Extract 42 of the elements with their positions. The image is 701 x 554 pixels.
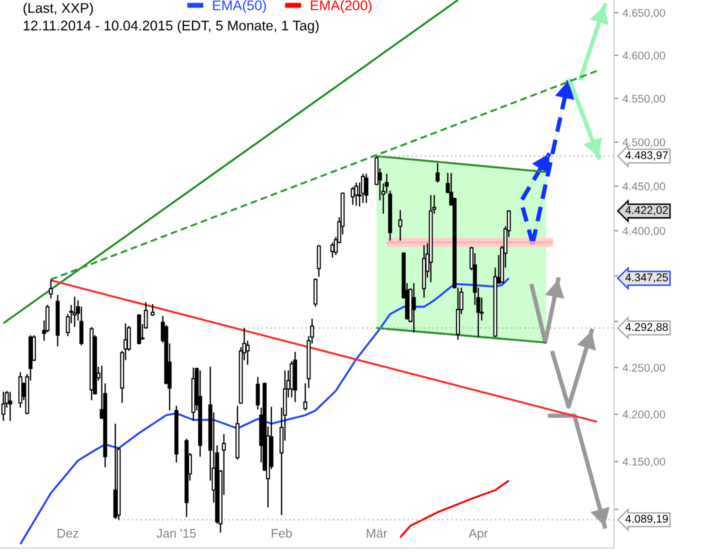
x-tick-label: Apr xyxy=(468,529,488,540)
legend-label: EMA(200) xyxy=(310,0,372,14)
y-tick-label: 4.250,00 xyxy=(622,364,666,374)
y-tick-label: 4.200,00 xyxy=(622,410,666,420)
line-series xyxy=(399,480,510,538)
chart-title: (Last, XXP) xyxy=(24,2,93,16)
candlestick xyxy=(398,210,402,242)
text: 4.347,25 xyxy=(625,273,668,283)
x-tick-label: Feb xyxy=(272,528,292,538)
data-label: 4.483,97 xyxy=(625,151,668,160)
data-label: 4.292,88 xyxy=(625,323,668,332)
y-tick-label: 4.500,00 xyxy=(622,138,666,148)
candlestick xyxy=(72,296,77,328)
candlestick xyxy=(256,376,260,410)
candlestick xyxy=(1,391,6,422)
candlestick xyxy=(316,244,321,278)
line-series xyxy=(19,277,510,546)
y-tick-label: 4.400,00 xyxy=(622,226,666,236)
candlestick xyxy=(246,340,250,366)
candlestick xyxy=(303,382,308,412)
text: 4.422,02 xyxy=(625,206,668,216)
legend-label: EMA(50) xyxy=(213,0,266,14)
candlestick xyxy=(48,278,53,300)
candlestick xyxy=(8,391,12,422)
data-label: 4.089,19 xyxy=(625,514,668,524)
y-tick-label: 4.650,00 xyxy=(622,8,666,18)
x-tick-label: Dez xyxy=(58,529,78,538)
y-tick-label: 4.600,00 xyxy=(622,52,666,61)
candlestick xyxy=(364,173,368,204)
text: 12.11.2014 - 10.04.2015 (EDT, 5 Monate, 1 Tag) xyxy=(24,20,319,34)
y-tick-label: 4.550,00 xyxy=(622,94,666,104)
candlestick xyxy=(436,162,440,184)
candlestick xyxy=(360,173,365,204)
y-tick-label: 4.150,00 xyxy=(622,458,666,467)
x-tick-label: Jan '15 xyxy=(156,529,196,538)
candlestick xyxy=(150,303,155,317)
x-tick-label: Mär xyxy=(366,529,388,538)
y-tick-label: 4.450,00 xyxy=(622,182,666,192)
candlestick xyxy=(412,282,416,334)
candlestick xyxy=(354,182,358,206)
candlestick xyxy=(79,306,84,346)
candlestick xyxy=(330,242,334,258)
